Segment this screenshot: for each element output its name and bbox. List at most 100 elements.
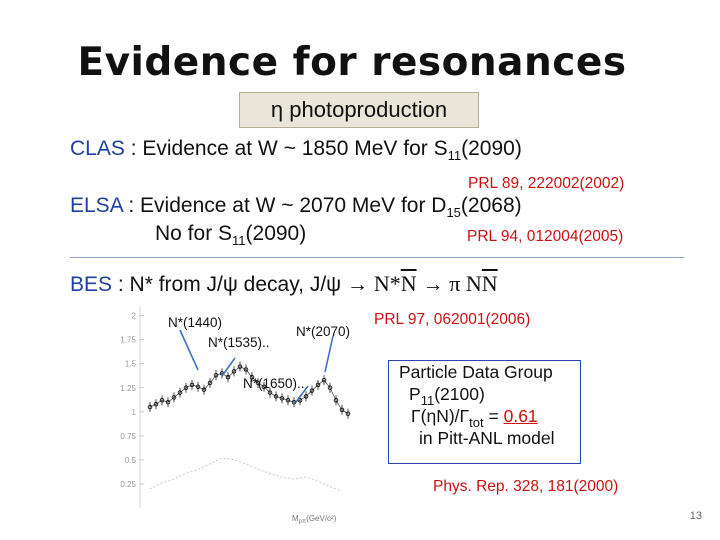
separator-line — [70, 257, 684, 258]
bes-name: BES — [70, 273, 113, 296]
data-point — [303, 394, 309, 399]
data-point — [153, 401, 159, 407]
pdg-line2-main: P — [409, 384, 421, 404]
data-point — [327, 385, 333, 391]
data-point — [285, 398, 291, 403]
label-n1440: N*(1440) — [168, 315, 223, 330]
data-point — [159, 398, 165, 403]
arrow-n1440 — [179, 329, 199, 371]
y-tick-label: 2 — [132, 312, 137, 321]
data-point — [339, 407, 345, 413]
elsa-line2-tail: (2090) — [245, 222, 307, 245]
elsa-text: : Evidence at W ~ 2070 MeV for D — [122, 194, 447, 217]
plot-xlabel-main: M — [292, 514, 299, 523]
data-points — [147, 361, 351, 419]
pdg-line3-sub: tot — [469, 415, 484, 430]
bes-n: N — [465, 271, 482, 296]
spectrum-plot: 2 1.75 1.5 1.25 1 0.75 0.5 0.25 — [120, 306, 351, 508]
label-n1650: N*(1650).. — [243, 376, 305, 391]
plot-xlabel: Mpπ(GeV/c²) — [292, 514, 336, 525]
elsa-line2: No for S11(2090) — [155, 222, 307, 248]
arrow-icon: → — [422, 273, 444, 296]
pdg-line3-pre: Γ(ηN)/Γ — [411, 406, 470, 426]
elsa-ref: PRL 94, 012004(2005) — [467, 228, 624, 245]
pdg-line3: Γ(ηN)/Γtot = 0.61 — [389, 405, 580, 430]
bes-line: BES : N* from J/ψ decay, J/ψ → N*N → π N… — [70, 271, 498, 297]
arrow-icon: → — [346, 273, 368, 296]
arrow-n2070 — [324, 335, 334, 373]
data-point — [147, 404, 153, 410]
bes-pi: π — [449, 271, 466, 296]
clas-text: : Evidence at W ~ 1850 MeV for S — [124, 137, 448, 160]
data-point — [195, 384, 201, 390]
bes-text: : N* from J/ψ decay, J/ψ — [112, 273, 347, 296]
clas-name: CLAS — [70, 137, 125, 160]
data-point — [249, 374, 255, 380]
data-point — [237, 364, 243, 369]
data-point — [171, 395, 177, 400]
physrep-ref: Phys. Rep. 328, 181(2000) — [433, 478, 619, 495]
pdg-line1: Particle Data Group — [399, 362, 553, 382]
label-n2070: N*(2070) — [296, 324, 351, 339]
data-point — [333, 398, 339, 403]
data-point — [345, 411, 351, 416]
elsa-tail: (2068) — [460, 194, 522, 217]
pdg-line2-sub: 11 — [420, 393, 435, 408]
elsa-line2-text: No for S — [155, 222, 233, 245]
data-point — [309, 388, 315, 393]
data-point — [231, 369, 237, 374]
data-point — [315, 382, 321, 388]
plot-xlabel-sub: pπ — [298, 519, 307, 525]
background-curve — [149, 457, 343, 492]
subtitle-box: η photoproduction — [239, 92, 479, 128]
data-point — [207, 380, 213, 386]
elsa-name: ELSA — [70, 194, 123, 217]
y-tick-label: 1.25 — [120, 384, 136, 393]
y-tick-label: 0.5 — [125, 456, 137, 465]
elsa-line: ELSA : Evidence at W ~ 2070 MeV for D15(… — [70, 194, 522, 220]
pdg-line3-eq: = — [483, 406, 504, 426]
label-n1535: N*(1535).. — [208, 335, 270, 350]
data-point — [321, 377, 327, 383]
data-point — [225, 374, 231, 380]
data-point — [291, 399, 297, 405]
y-tick-label: 1 — [132, 408, 137, 417]
data-point — [189, 382, 195, 388]
pdg-line4: in Pitt-ANL model — [419, 428, 555, 448]
arrow-n1535 — [221, 357, 236, 377]
elsa-line2-sub: 11 — [232, 233, 246, 248]
clas-ref: PRL 89, 222002(2002) — [468, 175, 625, 192]
page-number: 13 — [689, 510, 702, 522]
data-point — [279, 396, 285, 401]
y-tick-label: 1.5 — [125, 360, 137, 369]
data-point — [243, 367, 249, 372]
bes-nbar: N — [400, 271, 417, 296]
page-title: Evidence for resonances — [77, 40, 627, 85]
arrow-n1650 — [295, 385, 309, 403]
data-point — [255, 380, 261, 386]
pdg-line2: P11(2100) — [389, 383, 580, 408]
data-point — [165, 399, 171, 405]
data-point — [267, 390, 273, 395]
data-point — [177, 390, 183, 395]
bes-ref: PRL 97, 062001(2006) — [374, 311, 531, 328]
plot-axis: 2 1.75 1.5 1.25 1 0.75 0.5 0.25 — [120, 306, 144, 508]
y-tick-label: 0.25 — [120, 480, 136, 489]
data-point — [213, 373, 219, 378]
data-point — [273, 394, 279, 399]
data-point — [261, 384, 267, 390]
y-tick-label: 1.75 — [120, 336, 136, 345]
bes-nbar2: N — [481, 271, 498, 296]
background-histogram — [149, 457, 343, 492]
data-point — [201, 387, 207, 392]
clas-sub: 11 — [447, 148, 462, 163]
pdg-line2-tail: (2100) — [434, 384, 485, 404]
pdg-value: 0.61 — [503, 406, 538, 426]
elsa-sub: 15 — [446, 205, 461, 220]
bes-nstar: N* — [373, 271, 401, 296]
fit-curve — [149, 366, 349, 415]
data-point — [183, 385, 189, 391]
clas-tail: (2090) — [461, 137, 522, 160]
y-tick-label: 0.75 — [120, 432, 136, 441]
pdg-box: Particle Data Group P11(2100) Γ(ηN)/Γtot… — [388, 360, 581, 464]
